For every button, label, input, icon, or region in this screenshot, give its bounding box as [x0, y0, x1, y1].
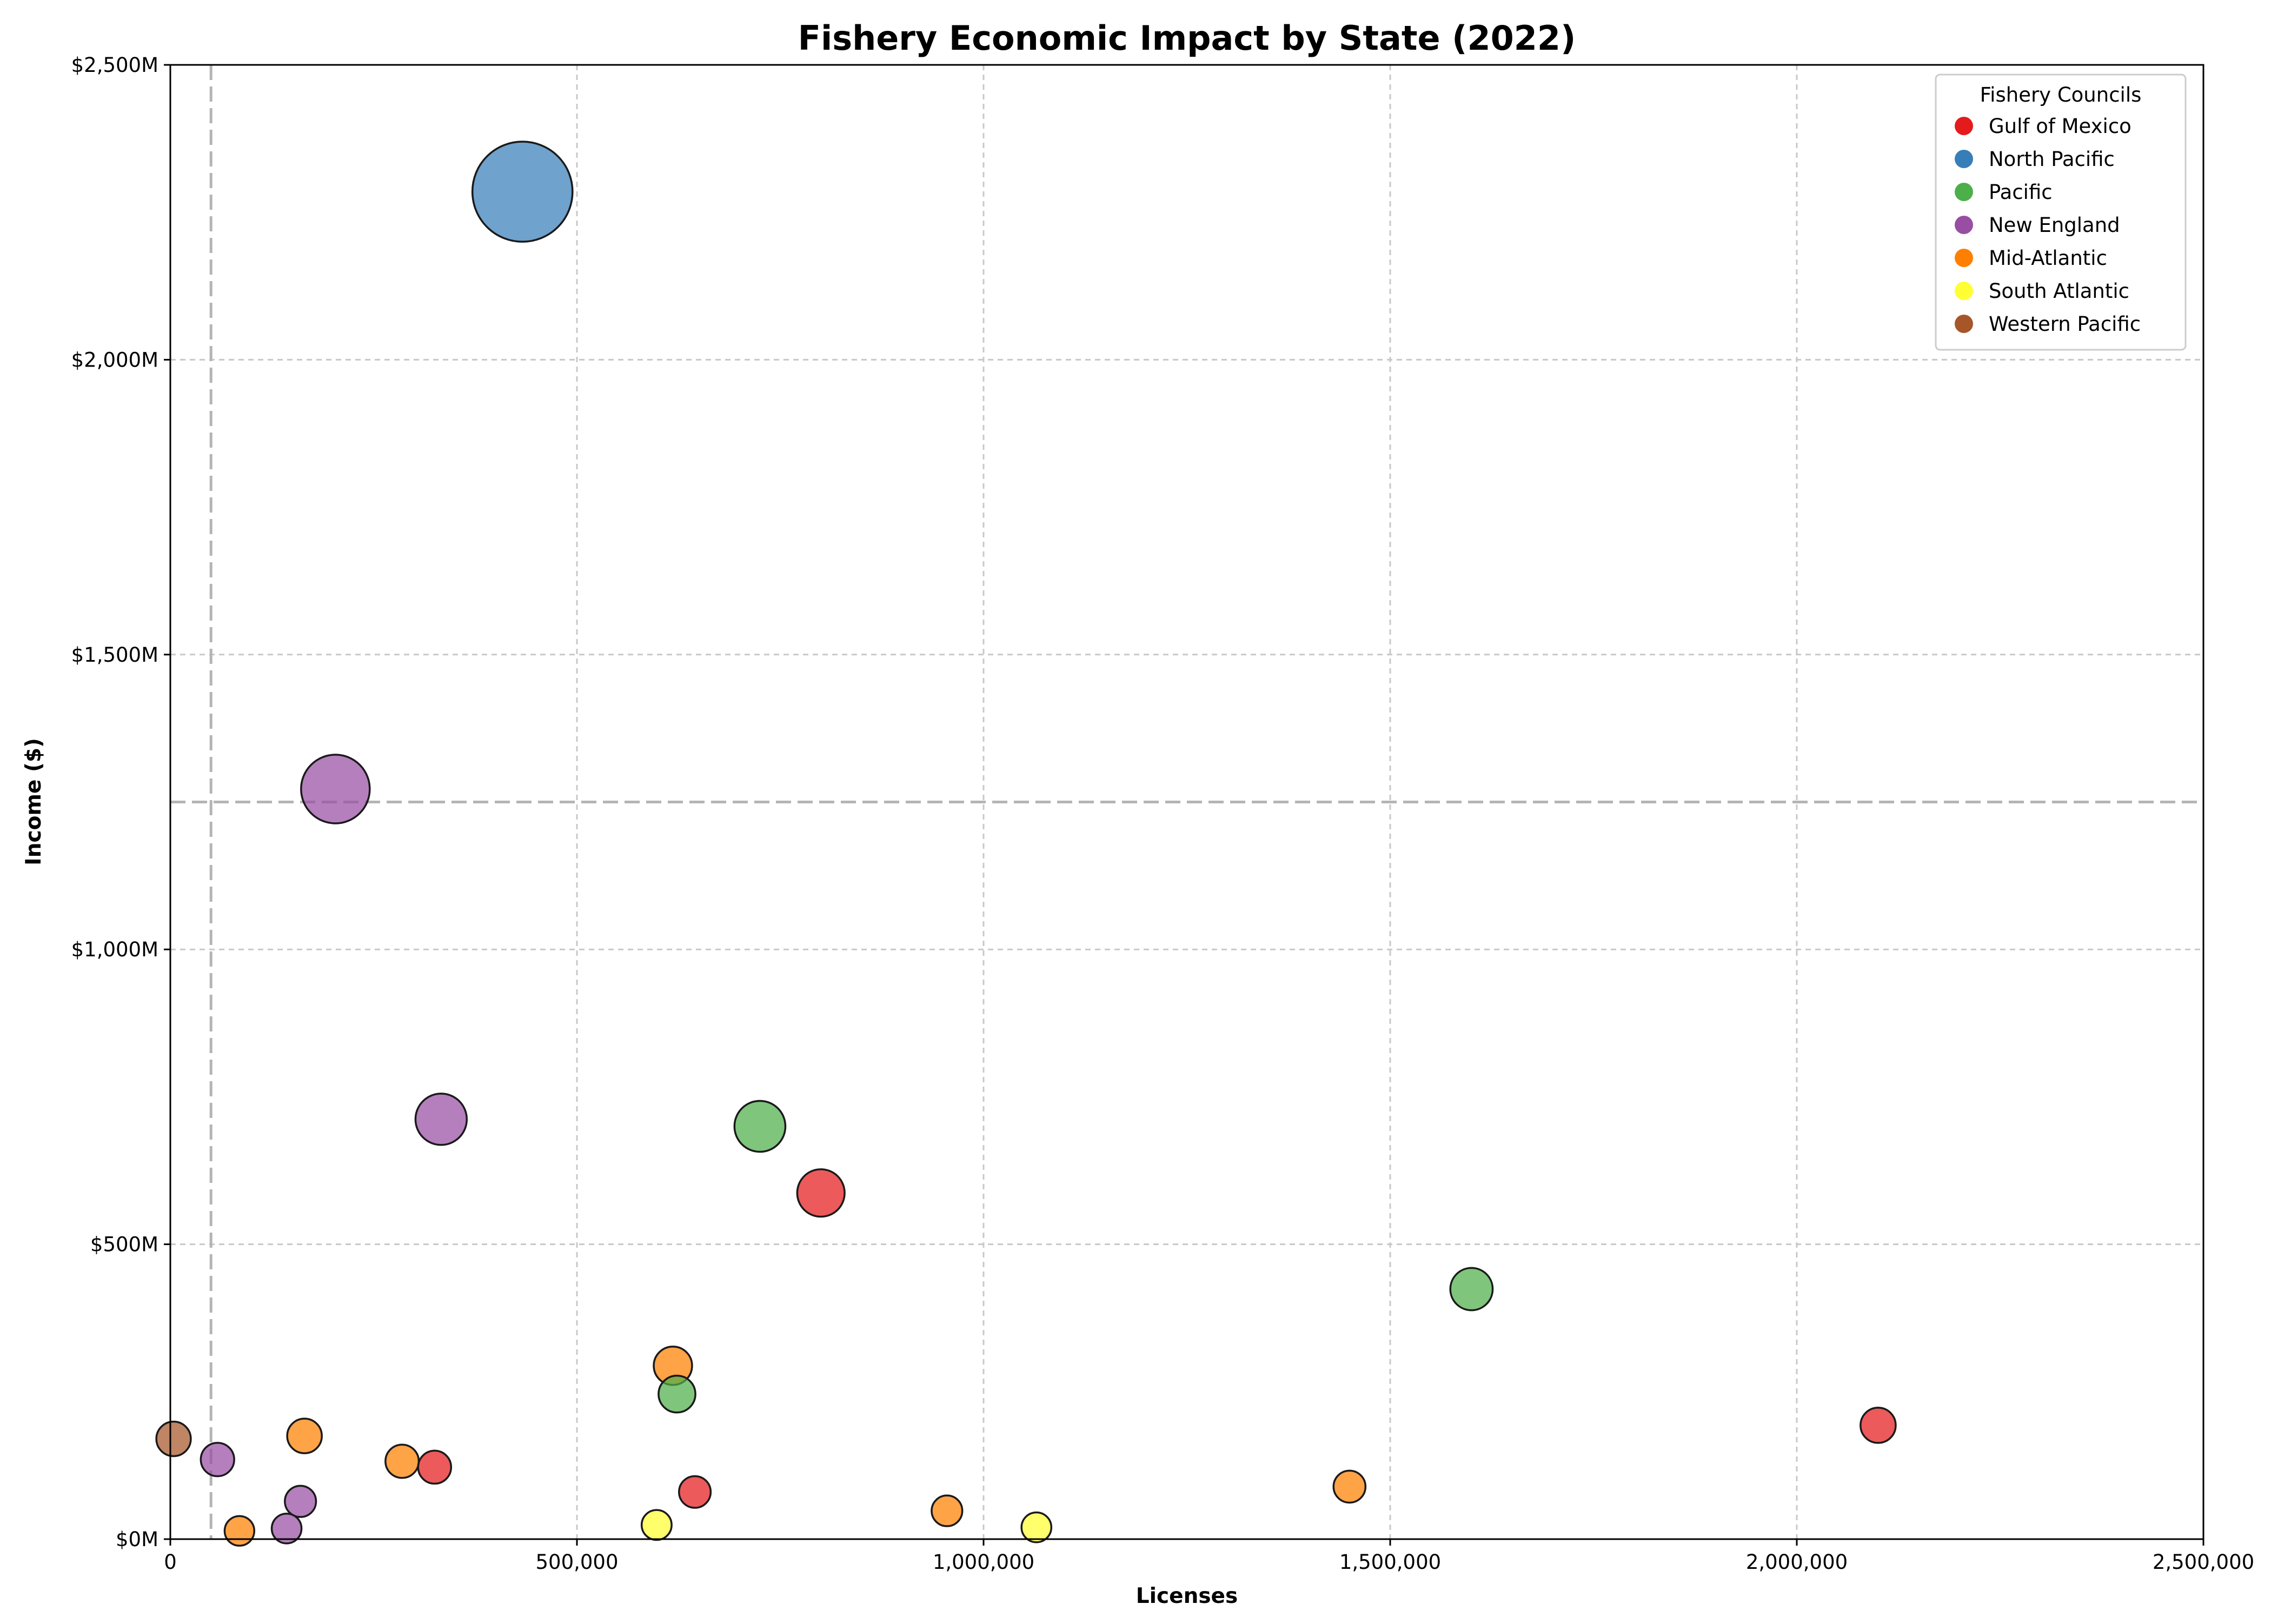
data-point-western-pacific: [155, 1420, 192, 1457]
plot-frame: [169, 64, 2204, 1540]
data-point-new-england: [300, 754, 371, 824]
legend-label: Mid-Atlantic: [1989, 247, 2107, 270]
data-point-north-pacific: [471, 141, 574, 243]
data-point-mid-atlantic: [931, 1494, 964, 1527]
legend-label: Gulf of Mexico: [1989, 115, 2131, 138]
data-point-new-england: [200, 1442, 235, 1477]
legend-marker: [1955, 315, 1973, 333]
x-axis-label: Licenses: [1136, 1584, 1238, 1608]
data-point-gulf-of-mexico: [678, 1475, 712, 1509]
legend-label: New England: [1989, 214, 2120, 237]
y-tick-label: $1,500M: [71, 643, 158, 667]
x-tick-label: 500,000: [535, 1550, 618, 1574]
y-axis-ticks: $0M $500M $1,000M $1,500M $2,000M $2,500M: [71, 54, 170, 1551]
legend-label: Western Pacific: [1989, 312, 2141, 336]
legend-marker: [1955, 249, 1973, 267]
y-tick-label: $1,000M: [71, 938, 158, 961]
legend-marker: [1955, 282, 1973, 300]
y-axis-label: Income ($): [22, 738, 46, 866]
legend: Fishery Councils Gulf of Mexico North Paci…: [1935, 74, 2187, 351]
legend-label: Pacific: [1989, 181, 2053, 204]
y-tick-label: $500M: [90, 1233, 158, 1256]
data-point-new-england: [284, 1485, 317, 1518]
legend-marker: [1955, 150, 1973, 168]
legend-label: North Pacific: [1989, 148, 2115, 171]
y-tick-label: $0M: [116, 1528, 158, 1551]
legend-marker: [1955, 183, 1973, 201]
data-point-south-atlantic: [640, 1509, 673, 1541]
data-point-gulf-of-mexico: [796, 1168, 846, 1218]
legend-marker: [1955, 216, 1973, 234]
legend-box: [1935, 74, 2187, 351]
legend-title: Fishery Councils: [1980, 83, 2142, 107]
data-points: [155, 141, 1897, 1547]
legend-marker: [1955, 117, 1973, 135]
data-point-pacific: [1449, 1267, 1494, 1312]
chart-title: Fishery Economic Impact by State (2022): [798, 18, 1576, 58]
data-point-mid-atlantic: [384, 1443, 420, 1479]
data-point-pacific: [733, 1100, 787, 1153]
legend-label: South Atlantic: [1989, 279, 2129, 303]
data-point-new-england: [270, 1513, 303, 1545]
x-axis-ticks: 0 500,000 1,000,000 1,500,000 2,000,000 2,500…: [164, 1539, 2254, 1574]
x-tick-label: 1,500,000: [1339, 1550, 1441, 1574]
x-tick-label: 0: [164, 1550, 177, 1574]
data-point-mid-atlantic: [223, 1515, 255, 1547]
data-point-gulf-of-mexico: [417, 1449, 453, 1485]
reference-lines: [170, 65, 2203, 1539]
data-point-mid-atlantic: [286, 1417, 323, 1454]
data-point-mid-atlantic: [1332, 1469, 1367, 1504]
x-tick-label: 1,000,000: [933, 1550, 1034, 1574]
y-tick-label: $2,000M: [71, 348, 158, 371]
data-point-new-england: [414, 1093, 468, 1146]
x-tick-label: 2,500,000: [2153, 1550, 2254, 1574]
x-tick-label: 2,000,000: [1746, 1550, 1848, 1574]
data-point-gulf-of-mexico: [1860, 1407, 1897, 1444]
data-point-pacific: [658, 1374, 696, 1414]
data-point-south-atlantic: [1020, 1511, 1053, 1543]
y-tick-label: $2,500M: [71, 54, 158, 77]
